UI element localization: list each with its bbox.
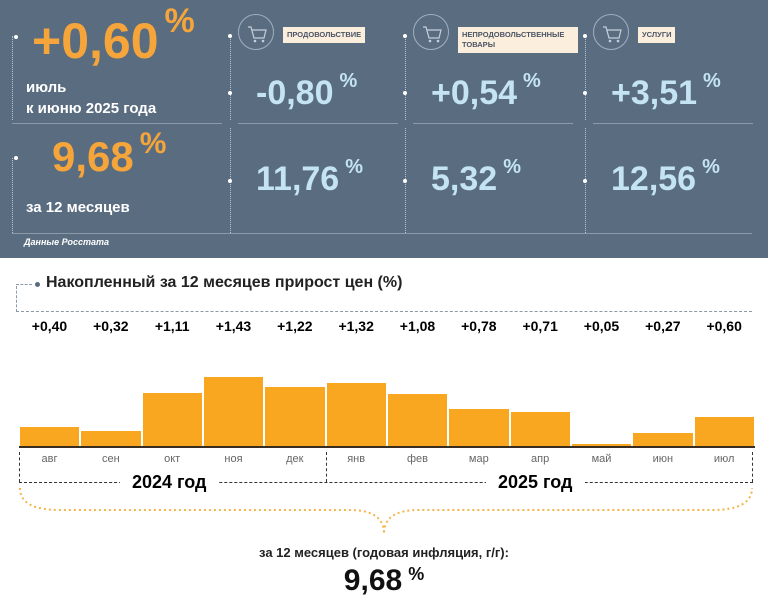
category-monthly-value: -0,80% bbox=[256, 70, 358, 112]
divider bbox=[12, 158, 13, 233]
bullet bbox=[583, 34, 587, 38]
shopping-cart-icon bbox=[238, 14, 274, 50]
category-tag: НЕПРОДОВОЛЬСТВЕННЫЕ ТОВАРЫ bbox=[458, 27, 578, 53]
bar-май bbox=[572, 443, 632, 446]
bar-мар bbox=[449, 408, 509, 446]
divider bbox=[593, 123, 753, 124]
data-label: +0,60 bbox=[706, 318, 742, 334]
month-label: июл bbox=[713, 453, 735, 465]
month-label: май bbox=[591, 453, 612, 465]
month-label: окт bbox=[164, 453, 181, 465]
data-label: +0,05 bbox=[583, 318, 620, 334]
divider bbox=[12, 123, 222, 124]
clothes-bag-icon bbox=[413, 14, 449, 50]
summary-panel: +0,60% июль к июню 2025 года 9,68% за 12 … bbox=[0, 0, 768, 258]
annual-label: за 12 месяцев bbox=[26, 199, 130, 216]
divider bbox=[16, 284, 32, 285]
bullet bbox=[228, 91, 232, 95]
data-label: +0,27 bbox=[645, 318, 681, 334]
category-tag: УСЛУГИ bbox=[638, 27, 676, 43]
month-label: дек bbox=[286, 453, 304, 465]
divider bbox=[405, 36, 406, 120]
bullet bbox=[583, 91, 587, 95]
data-label: +1,32 bbox=[338, 318, 374, 334]
bullet bbox=[583, 179, 587, 183]
bullet bbox=[35, 282, 40, 287]
annual-value: 9,68% bbox=[52, 127, 167, 180]
divider bbox=[12, 36, 13, 120]
data-label: +1,11 bbox=[154, 318, 190, 334]
bullet bbox=[228, 179, 232, 183]
data-label: +0,40 bbox=[31, 318, 68, 334]
bar-окт bbox=[142, 392, 202, 446]
bullet bbox=[14, 35, 18, 39]
data-label: +0,78 bbox=[461, 318, 497, 334]
category-monthly-value: +0,54% bbox=[431, 70, 541, 112]
divider bbox=[12, 233, 752, 234]
data-label: +1,08 bbox=[399, 318, 436, 334]
year-label-2024: 2024 год bbox=[120, 472, 219, 493]
bullet bbox=[228, 34, 232, 38]
month-label: ноя bbox=[224, 453, 243, 465]
monthly-label: июль к июню 2025 года bbox=[26, 79, 157, 117]
footer-value: 9,68% bbox=[343, 564, 425, 597]
bullet bbox=[403, 179, 407, 183]
monthly-value: +0,60% bbox=[32, 2, 195, 69]
footer-label: за 12 месяцев (годовая инфляция, г/г): bbox=[259, 545, 509, 560]
month-label: мар bbox=[468, 453, 489, 465]
category-annual-value: 11,76% bbox=[256, 156, 364, 198]
data-label: +0,32 bbox=[93, 318, 129, 334]
month-label: июн bbox=[652, 453, 674, 465]
bar-ноя bbox=[204, 377, 264, 446]
category-annual-value: 5,32% bbox=[431, 156, 521, 198]
category-annual-value: 12,56% bbox=[611, 156, 720, 198]
bar-фев bbox=[388, 394, 448, 446]
divider bbox=[326, 452, 327, 482]
bar-апр bbox=[510, 411, 570, 446]
divider bbox=[413, 123, 573, 124]
source-note: Данные Росстата bbox=[24, 237, 109, 247]
chart-frame bbox=[16, 286, 752, 312]
x-axis bbox=[19, 446, 755, 448]
divider bbox=[19, 452, 20, 482]
divider bbox=[585, 36, 586, 120]
data-label: +1,22 bbox=[277, 318, 313, 334]
bar-авг bbox=[20, 426, 80, 446]
bar-сен bbox=[81, 430, 141, 446]
month-label: апр bbox=[531, 453, 550, 465]
data-label: +0,71 bbox=[522, 318, 558, 334]
category-tag: ПРОДОВОЛЬСТВИЕ bbox=[283, 27, 366, 43]
month-label: авг bbox=[41, 453, 58, 465]
divider bbox=[238, 123, 398, 124]
bullet bbox=[403, 34, 407, 38]
bar-июн bbox=[633, 433, 693, 446]
bullet bbox=[403, 91, 407, 95]
scissors-comb-icon bbox=[593, 14, 629, 50]
year-line bbox=[19, 482, 753, 483]
category-monthly-value: +3,51% bbox=[611, 70, 721, 112]
divider bbox=[230, 36, 231, 120]
month-label: фев bbox=[406, 453, 428, 465]
bar-янв bbox=[326, 382, 386, 446]
chart-title: Накопленный за 12 месяцев прирост цен (%… bbox=[46, 274, 403, 291]
year-label-2025: 2025 год bbox=[486, 472, 585, 493]
data-label: +1,43 bbox=[215, 318, 252, 334]
bullet bbox=[14, 156, 18, 160]
divider bbox=[752, 452, 753, 482]
bar-дек bbox=[265, 387, 325, 446]
bar-июл bbox=[694, 417, 754, 446]
month-label: сен bbox=[101, 453, 120, 465]
month-label: янв bbox=[347, 453, 366, 465]
brace bbox=[19, 487, 753, 535]
